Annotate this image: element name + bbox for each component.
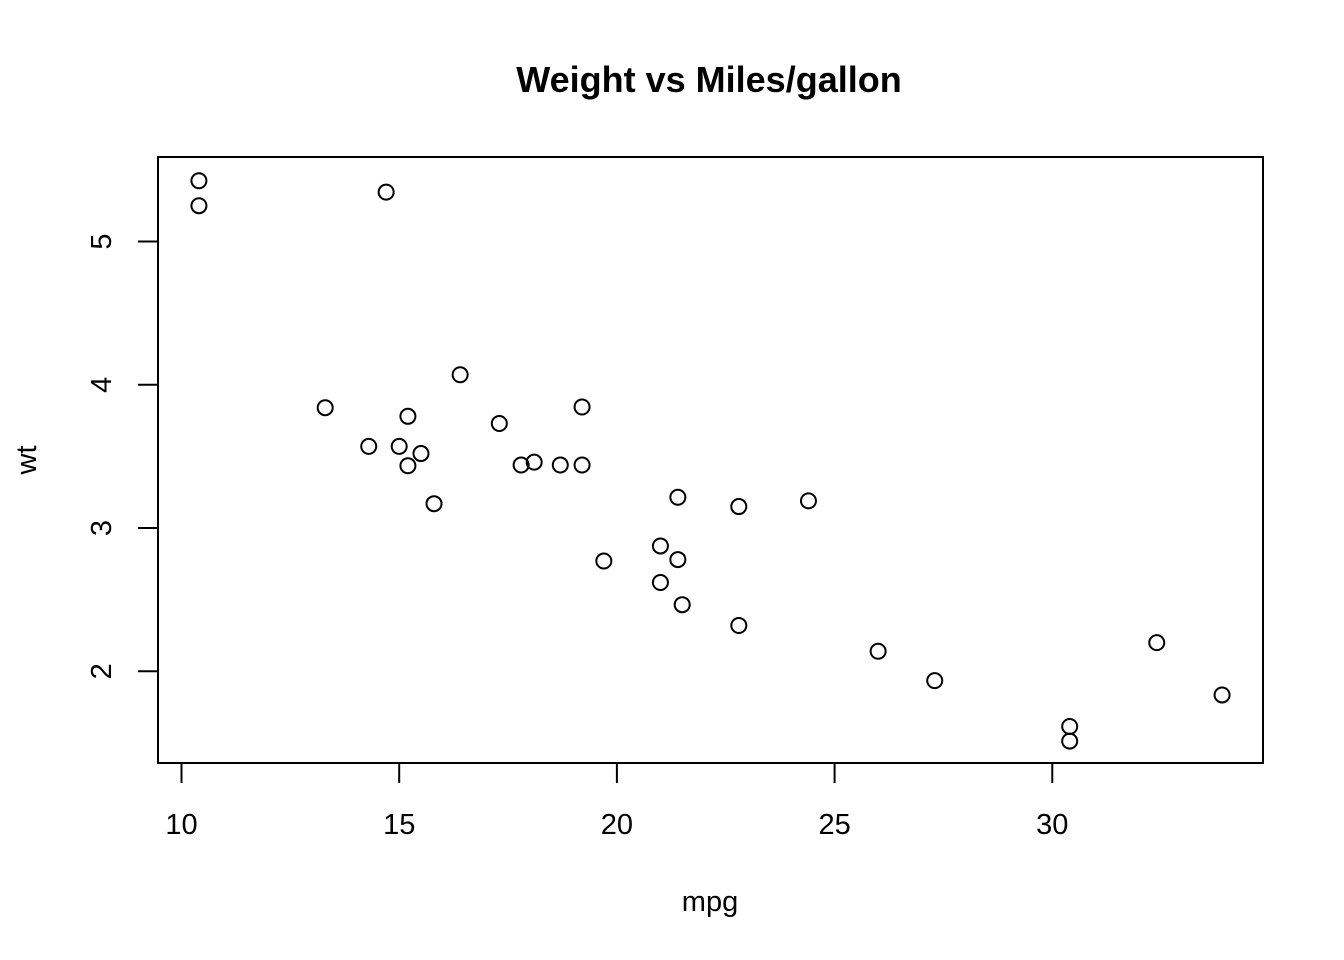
data-point [1213, 686, 1231, 704]
data-point [390, 437, 408, 455]
chart-title: Weight vs Miles/gallon [516, 59, 901, 100]
y-tick-label: 5 [86, 233, 118, 249]
data-point [926, 672, 944, 690]
data-point [595, 552, 613, 570]
data-point [651, 537, 669, 555]
data-point [669, 488, 687, 506]
plot-frame [157, 156, 1264, 764]
data-point [451, 366, 469, 384]
y-tick-label: 2 [86, 663, 118, 679]
y-tick-label: 4 [86, 377, 118, 393]
data-point [1061, 732, 1079, 750]
data-point [869, 642, 887, 660]
data-point [190, 197, 208, 215]
x-axis: 10 15 20 25 30 [165, 762, 1068, 841]
data-point [399, 407, 417, 425]
data-point [425, 495, 443, 513]
data-point [730, 616, 748, 634]
data-point [673, 596, 691, 614]
y-axis-label: wt [11, 446, 43, 476]
data-points [190, 172, 1231, 750]
data-point [190, 172, 208, 190]
data-point [1061, 717, 1079, 735]
x-axis-label: mpg [682, 886, 738, 918]
data-point [525, 453, 543, 471]
data-point [399, 457, 417, 475]
data-point [669, 551, 687, 569]
data-point [799, 492, 817, 510]
data-point [490, 414, 508, 432]
y-axis: 2 3 4 5 [86, 233, 159, 679]
data-point [512, 456, 530, 474]
x-tick-label: 25 [818, 809, 850, 841]
data-point [360, 437, 378, 455]
data-point [316, 399, 334, 417]
data-point [573, 398, 591, 416]
x-tick-label: 15 [383, 809, 415, 841]
x-tick-label: 10 [165, 809, 197, 841]
data-point [1148, 634, 1166, 652]
x-tick-label: 30 [1036, 809, 1068, 841]
data-point [412, 445, 430, 463]
data-point [651, 573, 669, 591]
data-point [551, 456, 569, 474]
data-point [730, 498, 748, 516]
x-tick-label: 20 [601, 809, 633, 841]
data-point [573, 456, 591, 474]
y-tick-label: 3 [86, 520, 118, 536]
data-point [377, 183, 395, 201]
